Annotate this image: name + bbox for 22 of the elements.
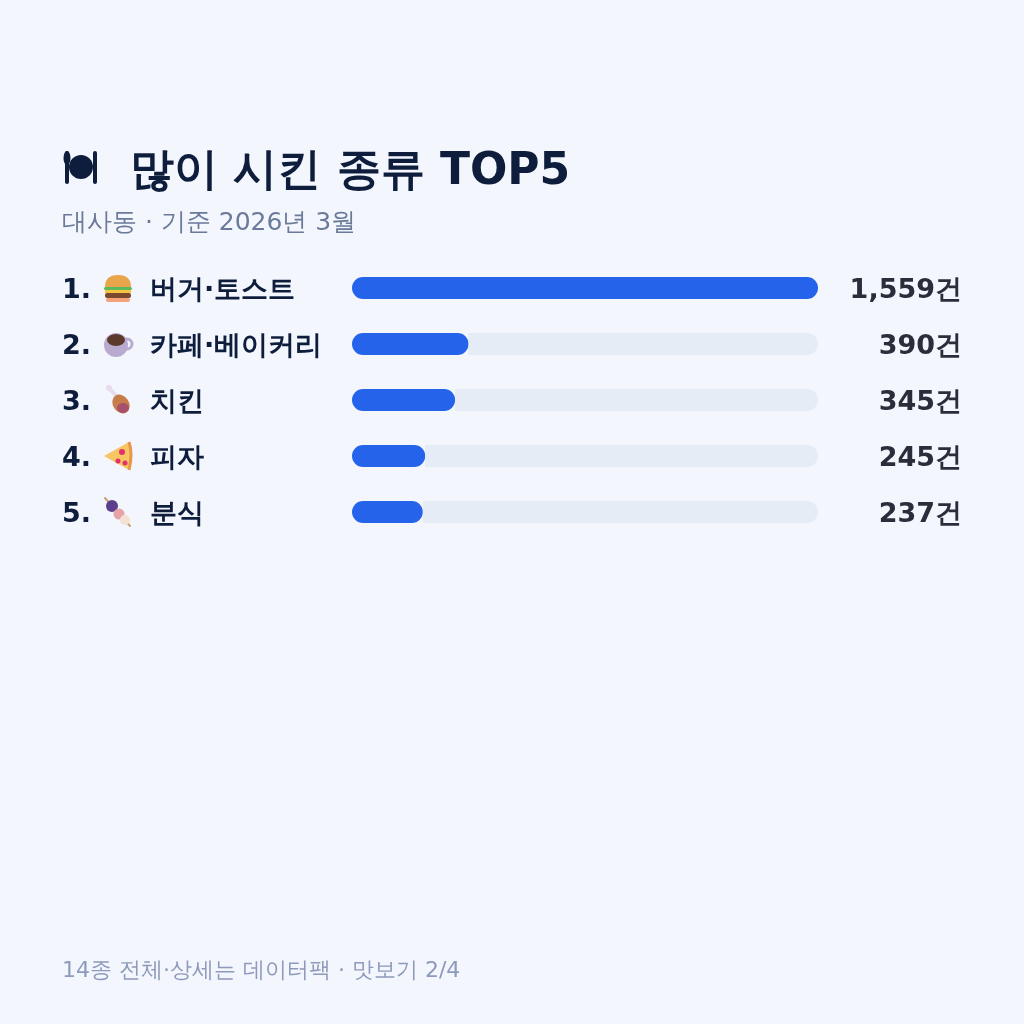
bar [352,501,423,523]
bar [352,333,469,355]
data-label: 237건 [878,497,962,528]
bar [468,333,818,355]
category-label: 5. 분식 [62,497,204,528]
data-label: 390건 [878,329,962,360]
bar [455,389,818,411]
category-label: 4. 피자 [62,441,204,472]
chart-subtitle: 대사동 · 기준 2026년 3월 [62,207,357,236]
bar [352,277,818,299]
bar [425,445,818,467]
bar [422,501,818,523]
text: 14종 전체·상세는 데이터팩 · 맛보기 2/4 [62,957,461,982]
data-label: 345건 [878,385,962,416]
chart-title: 많이 시킨 종류 TOP5 [130,143,571,194]
bar [352,389,456,411]
category-label: 3. 치킨 [62,385,204,416]
category-label: 2. 카페·베이커리 [62,329,323,360]
category-label: 1. 버거·토스트 [62,273,296,304]
data-label: 1,559건 [849,273,962,304]
data-label: 245건 [878,441,962,472]
bar [352,445,426,467]
